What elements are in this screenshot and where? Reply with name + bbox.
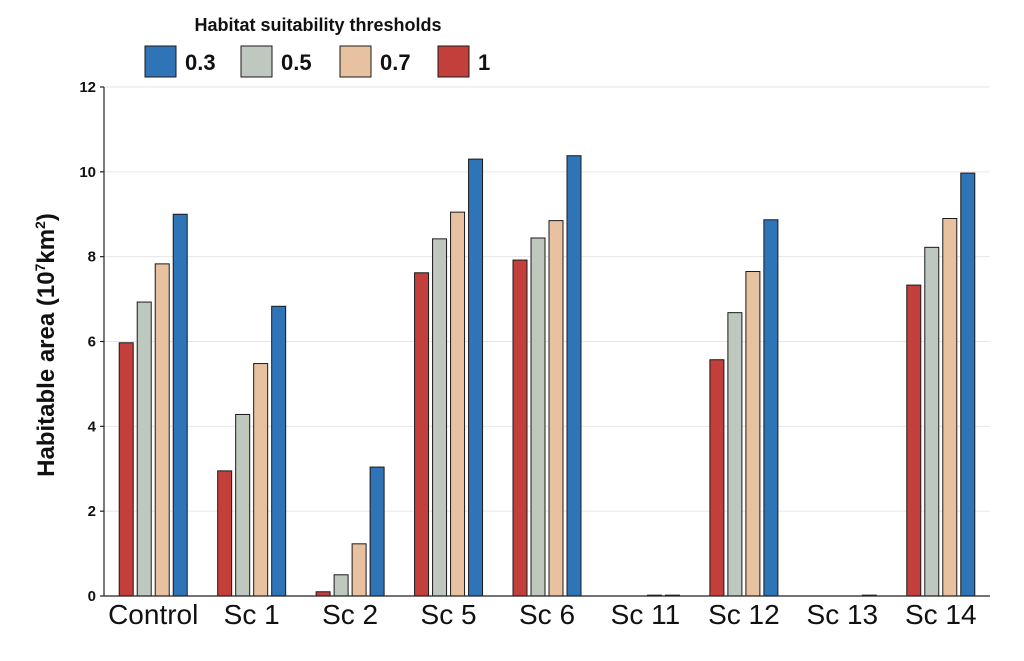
bar-sc-5-threshold-1 [414, 272, 430, 597]
bar-sc-6-threshold-0.5 [530, 237, 546, 597]
y-tick-label: 6 [88, 334, 96, 351]
bar-control-threshold-0.3 [172, 213, 188, 597]
bar-sc-12-threshold-0.7 [745, 271, 761, 597]
bar-sc-1-threshold-1 [217, 470, 233, 597]
legend-entries: 0.3 0.5 0.7 1 [144, 45, 490, 78]
legend-label: 0.7 [380, 50, 411, 75]
y-tick-label: 4 [88, 418, 97, 435]
bar-sc-6-threshold-0.3 [566, 155, 582, 597]
bar-sc-5-threshold-0.7 [450, 211, 466, 597]
x-tick-label: Sc 2 [322, 599, 378, 630]
bar-sc-5-threshold-0.3 [468, 158, 484, 597]
x-tick-label: Sc 12 [708, 599, 780, 630]
y-tick-label: 2 [88, 503, 96, 520]
bar-sc-6-threshold-0.7 [548, 220, 564, 597]
y-tick-label: 0 [88, 588, 96, 605]
legend-swatch-1 [437, 45, 470, 78]
legend: Habitat suitability thresholds 0.3 0.5 0.7… [144, 15, 490, 78]
legend-title: Habitat suitability thresholds [194, 15, 441, 35]
bar-sc-1-threshold-0.7 [253, 363, 269, 597]
legend-swatch-0.5 [240, 45, 273, 78]
bar-sc-1-threshold-0.5 [235, 413, 251, 597]
x-tick-label: Sc 6 [519, 599, 575, 630]
bar-sc-2-threshold-0.3 [369, 466, 385, 597]
bar-control-threshold-1 [118, 342, 134, 597]
y-tick-labels: 0 2 4 6 8 10 12 [79, 79, 104, 605]
bar-control-threshold-0.5 [136, 301, 152, 597]
bars [118, 155, 976, 597]
bar-sc-2-threshold-1 [315, 591, 331, 597]
bar-sc-6-threshold-1 [512, 259, 528, 597]
legend-label: 0.5 [281, 50, 312, 75]
x-tick-labels: Control Sc 1 Sc 2 Sc 5 Sc 6 Sc 11 Sc 12 Sc 13 Sc… [108, 599, 976, 630]
bar-sc-12-threshold-1 [709, 359, 725, 597]
bar-control-threshold-0.7 [154, 263, 170, 597]
bar-sc-14-threshold-0.5 [924, 246, 940, 597]
y-tick-label: 12 [79, 79, 96, 96]
bar-sc-14-threshold-0.7 [942, 217, 958, 597]
bar-sc-14-threshold-0.3 [960, 172, 976, 597]
legend-label: 0.3 [185, 50, 216, 75]
legend-label: 1 [478, 50, 490, 75]
y-axis-label: Habitable area (107km2) [32, 213, 60, 477]
x-tick-label: Sc 1 [224, 599, 280, 630]
bar-sc-1-threshold-0.3 [271, 305, 287, 597]
x-tick-label: Sc 14 [905, 599, 977, 630]
bar-sc-14-threshold-1 [906, 284, 922, 597]
legend-swatch-0.7 [339, 45, 372, 78]
gridlines [104, 86, 990, 512]
x-tick-label: Sc 11 [611, 599, 681, 630]
y-tick-label: 8 [88, 249, 96, 266]
y-tick-label: 10 [79, 164, 96, 181]
bar-sc-5-threshold-0.5 [432, 238, 448, 597]
bar-sc-12-threshold-0.5 [727, 312, 743, 597]
legend-swatch-0.3 [144, 45, 177, 78]
bar-sc-2-threshold-0.5 [333, 574, 349, 597]
x-tick-label: Sc 5 [421, 599, 477, 630]
bar-sc-2-threshold-0.7 [351, 543, 367, 597]
bar-sc-12-threshold-0.3 [763, 219, 779, 597]
x-tick-label: Sc 13 [807, 599, 879, 630]
x-tick-label: Control [108, 599, 198, 630]
